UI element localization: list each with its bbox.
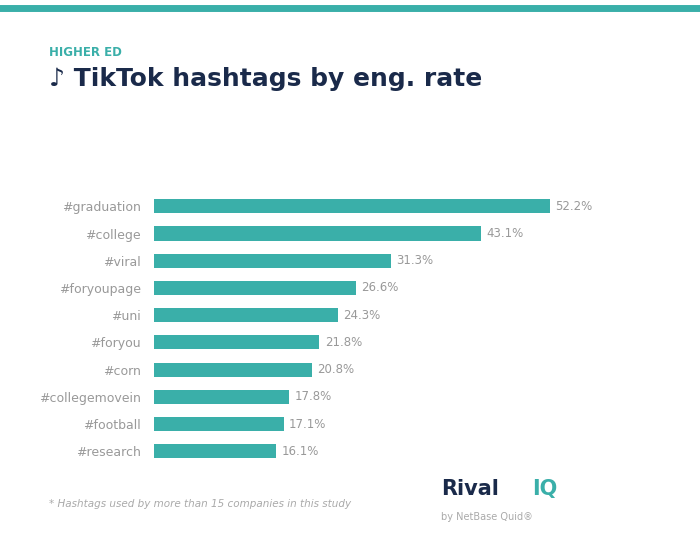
Bar (154, 390, 289, 404)
Text: 24.3%: 24.3% (344, 309, 381, 322)
Text: by NetBase Quid®: by NetBase Quid® (441, 512, 533, 522)
Text: 31.3%: 31.3% (397, 254, 434, 267)
Bar (154, 417, 284, 431)
Bar (154, 335, 319, 349)
Text: * Hashtags used by more than 15 companies in this study: * Hashtags used by more than 15 companie… (49, 499, 351, 509)
Bar (154, 199, 550, 213)
Text: 16.1%: 16.1% (281, 445, 318, 458)
Text: 17.1%: 17.1% (289, 418, 326, 431)
Text: ♪ TikTok hashtags by eng. rate: ♪ TikTok hashtags by eng. rate (49, 67, 482, 92)
Text: 43.1%: 43.1% (486, 227, 524, 240)
Bar (154, 363, 312, 377)
Text: 21.8%: 21.8% (325, 336, 362, 349)
Text: 17.8%: 17.8% (294, 390, 332, 403)
Text: HIGHER ED: HIGHER ED (49, 46, 122, 59)
Text: Rival: Rival (441, 479, 499, 499)
Bar (154, 444, 276, 458)
Text: IQ: IQ (532, 479, 557, 499)
Bar (154, 254, 391, 268)
Bar (154, 308, 338, 322)
Bar (154, 281, 356, 295)
Text: 26.6%: 26.6% (361, 281, 398, 294)
Text: 20.8%: 20.8% (317, 363, 354, 376)
Text: 52.2%: 52.2% (555, 200, 592, 213)
Bar (154, 226, 481, 240)
